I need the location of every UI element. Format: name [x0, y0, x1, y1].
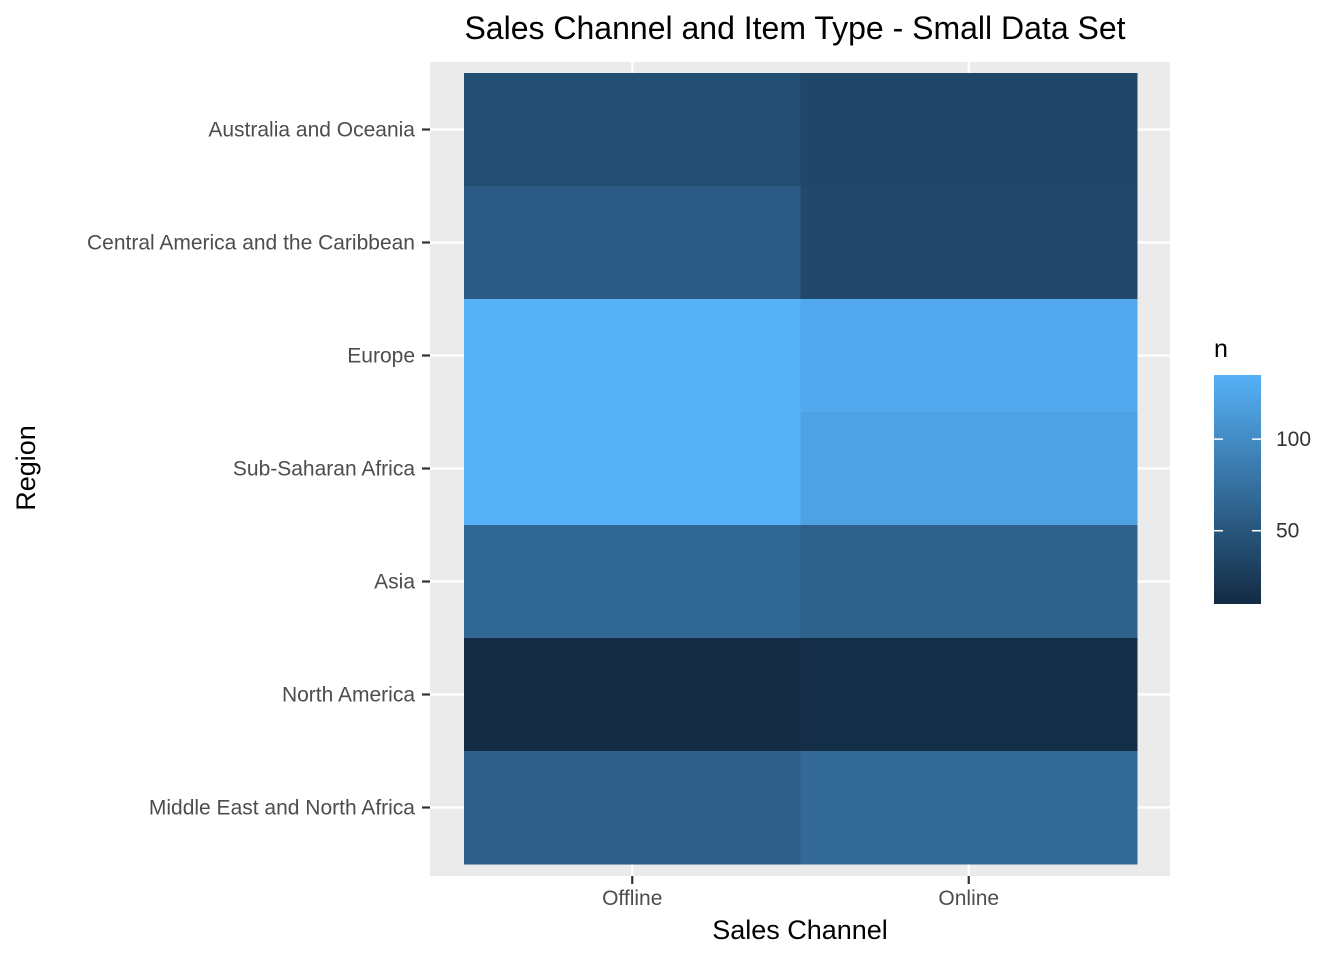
tile-sub-saharan-africa-offline [464, 412, 801, 526]
tile-north-america-offline [464, 638, 801, 752]
y-tick-label-europe: Europe [347, 345, 415, 368]
x-tick-label-offline: Offline [602, 887, 662, 910]
y-axis-title: Region [11, 425, 41, 511]
legend-label-100: 100 [1276, 428, 1311, 451]
y-axis: Australia and Oceania Central America and… [87, 119, 430, 820]
legend-label-50: 50 [1276, 520, 1299, 543]
tile-asia-online [800, 525, 1138, 639]
y-tick-label-central-america-and-the-caribbean: Central America and the Caribbean [87, 232, 415, 255]
tile-australia-and-oceania-online [800, 73, 1138, 187]
x-tick-label-online: Online [938, 887, 999, 910]
y-tick-label-asia: Asia [374, 571, 415, 594]
tile-middle-east-and-north-africa-online [800, 751, 1138, 865]
y-tick-label-sub-saharan-africa: Sub-Saharan Africa [233, 458, 415, 481]
heatmap-tiles [464, 73, 1138, 865]
y-tick-label-north-america: North America [282, 684, 415, 707]
tile-central-america-and-the-caribbean-offline [464, 186, 801, 300]
tile-europe-offline [464, 299, 801, 413]
legend-title: n [1214, 335, 1228, 363]
color-legend: n 50 100 [1214, 335, 1311, 604]
tile-central-america-and-the-caribbean-online [800, 186, 1138, 300]
tile-australia-and-oceania-offline [464, 73, 801, 187]
y-tick-label-australia-and-oceania: Australia and Oceania [208, 119, 415, 142]
tile-middle-east-and-north-africa-offline [464, 751, 801, 865]
chart-title: Sales Channel and Item Type - Small Data… [464, 10, 1125, 46]
y-tick-label-middle-east-and-north-africa: Middle East and North Africa [149, 797, 415, 820]
tile-europe-online [800, 299, 1138, 413]
tile-asia-offline [464, 525, 801, 639]
tile-sub-saharan-africa-online [800, 412, 1138, 526]
x-axis-title: Sales Channel [712, 915, 888, 945]
tile-north-america-online [800, 638, 1138, 752]
legend-color-bar [1214, 375, 1261, 604]
x-axis: Offline Online [602, 876, 999, 910]
